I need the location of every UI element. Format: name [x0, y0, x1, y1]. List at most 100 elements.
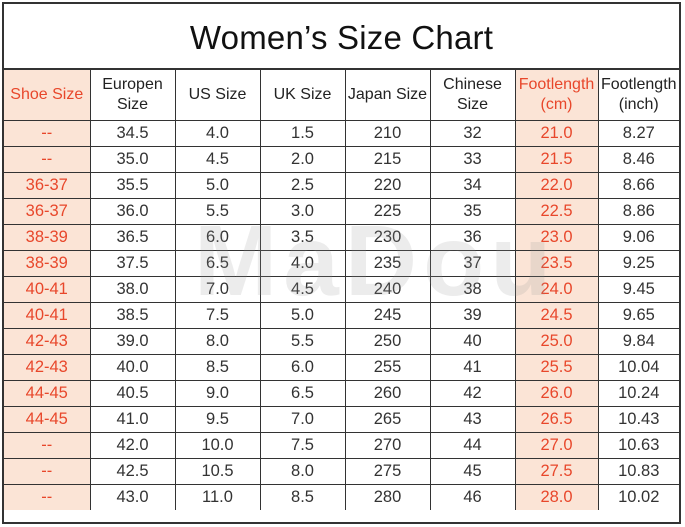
cell-footlength-cm: 26.5: [514, 406, 599, 433]
cell-european-size: 38.5: [89, 302, 176, 329]
cell-footlength-cm: 28.0: [514, 484, 599, 510]
cell-chinese-size: 45: [429, 458, 516, 485]
cell-footlength-cm: 22.0: [514, 172, 599, 199]
cell-shoe-size: --: [4, 458, 91, 485]
cell-european-size: 42.5: [89, 458, 176, 485]
cell-footlength-cm: 21.0: [514, 120, 599, 147]
table-row: -- 35.0 4.5 2.0 215 33 21.5 8.46: [4, 146, 679, 173]
cell-shoe-size: --: [4, 146, 91, 173]
header-uk-size: UK Size: [259, 70, 346, 121]
cell-japan-size: 250: [344, 328, 431, 355]
cell-european-size: 34.5: [89, 120, 176, 147]
table-row: 38-39 36.5 6.0 3.5 230 36 23.0 9.06: [4, 224, 679, 251]
cell-us-size: 4.0: [174, 120, 261, 147]
cell-chinese-size: 34: [429, 172, 516, 199]
table-row: 44-45 40.5 9.0 6.5 260 42 26.0 10.24: [4, 380, 679, 407]
cell-shoe-size: 42-43: [4, 328, 91, 355]
cell-european-size: 37.5: [89, 250, 176, 277]
cell-chinese-size: 41: [429, 354, 516, 381]
cell-us-size: 10.0: [174, 432, 261, 459]
header-japan-size: Japan Size: [344, 70, 431, 121]
cell-footlength-cm: 24.0: [514, 276, 599, 303]
cell-uk-size: 3.0: [259, 198, 346, 225]
cell-european-size: 36.0: [89, 198, 176, 225]
cell-footlength-inch: 8.86: [597, 198, 679, 225]
cell-us-size: 5.5: [174, 198, 261, 225]
cell-footlength-inch: 10.04: [597, 354, 679, 381]
header-chinese-size: Chinese Size: [429, 70, 516, 121]
cell-uk-size: 3.5: [259, 224, 346, 251]
cell-japan-size: 245: [344, 302, 431, 329]
cell-us-size: 6.0: [174, 224, 261, 251]
cell-european-size: 38.0: [89, 276, 176, 303]
cell-us-size: 7.5: [174, 302, 261, 329]
header-footlength-inch: Footlength (inch): [597, 70, 679, 121]
cell-footlength-cm: 27.5: [514, 458, 599, 485]
cell-shoe-size: --: [4, 120, 91, 147]
cell-japan-size: 270: [344, 432, 431, 459]
cell-us-size: 10.5: [174, 458, 261, 485]
cell-uk-size: 5.5: [259, 328, 346, 355]
cell-chinese-size: 40: [429, 328, 516, 355]
cell-japan-size: 220: [344, 172, 431, 199]
header-row: Shoe Size Europen Size US Size UK Size J…: [4, 70, 679, 121]
cell-footlength-inch: 9.65: [597, 302, 679, 329]
cell-uk-size: 7.0: [259, 406, 346, 433]
cell-us-size: 7.0: [174, 276, 261, 303]
cell-shoe-size: 36-37: [4, 198, 91, 225]
table-row: 42-43 40.0 8.5 6.0 255 41 25.5 10.04: [4, 354, 679, 381]
cell-us-size: 4.5: [174, 146, 261, 173]
cell-shoe-size: 42-43: [4, 354, 91, 381]
cell-uk-size: 5.0: [259, 302, 346, 329]
cell-footlength-cm: 25.0: [514, 328, 599, 355]
cell-uk-size: 8.0: [259, 458, 346, 485]
cell-chinese-size: 36: [429, 224, 516, 251]
cell-european-size: 39.0: [89, 328, 176, 355]
cell-chinese-size: 33: [429, 146, 516, 173]
cell-shoe-size: 40-41: [4, 276, 91, 303]
cell-footlength-inch: 9.45: [597, 276, 679, 303]
cell-footlength-cm: 26.0: [514, 380, 599, 407]
cell-us-size: 5.0: [174, 172, 261, 199]
cell-uk-size: 2.5: [259, 172, 346, 199]
cell-european-size: 40.5: [89, 380, 176, 407]
table-row: 36-37 35.5 5.0 2.5 220 34 22.0 8.66: [4, 172, 679, 199]
cell-shoe-size: 38-39: [4, 224, 91, 251]
cell-chinese-size: 42: [429, 380, 516, 407]
cell-footlength-inch: 10.63: [597, 432, 679, 459]
cell-chinese-size: 43: [429, 406, 516, 433]
cell-european-size: 41.0: [89, 406, 176, 433]
cell-uk-size: 6.0: [259, 354, 346, 381]
cell-footlength-cm: 23.0: [514, 224, 599, 251]
table-row: -- 34.5 4.0 1.5 210 32 21.0 8.27: [4, 120, 679, 147]
table-row: 44-45 41.0 9.5 7.0 265 43 26.5 10.43: [4, 406, 679, 433]
cell-shoe-size: --: [4, 484, 91, 510]
cell-footlength-cm: 21.5: [514, 146, 599, 173]
cell-shoe-size: 38-39: [4, 250, 91, 277]
cell-chinese-size: 37: [429, 250, 516, 277]
cell-us-size: 9.5: [174, 406, 261, 433]
cell-chinese-size: 35: [429, 198, 516, 225]
cell-footlength-inch: 10.02: [597, 484, 679, 510]
cell-uk-size: 1.5: [259, 120, 346, 147]
cell-shoe-size: 44-45: [4, 406, 91, 433]
header-shoe-size: Shoe Size: [4, 70, 91, 121]
cell-footlength-cm: 24.5: [514, 302, 599, 329]
cell-footlength-inch: 9.06: [597, 224, 679, 251]
cell-footlength-cm: 23.5: [514, 250, 599, 277]
table-row: -- 43.0 11.0 8.5 280 46 28.0 10.02: [4, 484, 679, 510]
cell-us-size: 8.0: [174, 328, 261, 355]
cell-footlength-cm: 22.5: [514, 198, 599, 225]
cell-european-size: 36.5: [89, 224, 176, 251]
cell-chinese-size: 38: [429, 276, 516, 303]
table-row: -- 42.5 10.5 8.0 275 45 27.5 10.83: [4, 458, 679, 485]
cell-european-size: 35.0: [89, 146, 176, 173]
cell-japan-size: 215: [344, 146, 431, 173]
cell-japan-size: 235: [344, 250, 431, 277]
table-row: -- 42.0 10.0 7.5 270 44 27.0 10.63: [4, 432, 679, 459]
table-row: 42-43 39.0 8.0 5.5 250 40 25.0 9.84: [4, 328, 679, 355]
cell-japan-size: 210: [344, 120, 431, 147]
cell-uk-size: 4.0: [259, 250, 346, 277]
cell-uk-size: 2.0: [259, 146, 346, 173]
cell-european-size: 42.0: [89, 432, 176, 459]
